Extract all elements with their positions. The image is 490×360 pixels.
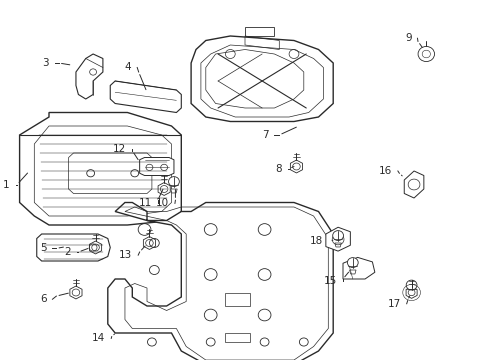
Polygon shape: [76, 54, 103, 99]
Text: 16: 16: [379, 166, 392, 176]
Polygon shape: [37, 234, 110, 261]
Polygon shape: [158, 183, 170, 195]
Text: 18: 18: [310, 236, 323, 246]
Text: 15: 15: [324, 276, 337, 286]
Text: 8: 8: [275, 164, 282, 174]
Circle shape: [418, 46, 435, 62]
Polygon shape: [335, 243, 342, 247]
Polygon shape: [171, 189, 177, 193]
Polygon shape: [20, 112, 181, 225]
Polygon shape: [404, 171, 424, 198]
Text: 12: 12: [113, 144, 126, 153]
Text: 5: 5: [40, 243, 47, 253]
Text: 3: 3: [42, 58, 49, 68]
Polygon shape: [110, 81, 181, 112]
Text: 17: 17: [388, 299, 401, 309]
Text: 7: 7: [262, 130, 269, 140]
Text: 2: 2: [64, 247, 71, 257]
Polygon shape: [408, 292, 415, 297]
Polygon shape: [144, 237, 155, 249]
Text: 4: 4: [124, 63, 131, 72]
Circle shape: [347, 258, 358, 267]
Polygon shape: [326, 227, 350, 251]
Polygon shape: [70, 286, 82, 299]
Text: 1: 1: [3, 180, 10, 189]
Circle shape: [406, 280, 417, 290]
Text: 13: 13: [119, 250, 132, 260]
Text: 14: 14: [92, 333, 105, 343]
Circle shape: [333, 231, 343, 240]
Polygon shape: [349, 270, 356, 274]
Text: 9: 9: [405, 33, 412, 43]
Polygon shape: [140, 158, 174, 175]
Polygon shape: [108, 202, 333, 360]
Polygon shape: [343, 257, 375, 279]
Polygon shape: [90, 241, 101, 254]
Polygon shape: [291, 160, 302, 173]
Polygon shape: [406, 287, 417, 298]
Text: 6: 6: [40, 294, 47, 304]
Text: 10: 10: [156, 198, 169, 208]
Circle shape: [169, 177, 179, 186]
Polygon shape: [69, 153, 152, 194]
Polygon shape: [191, 36, 333, 122]
Text: 11: 11: [139, 198, 152, 208]
